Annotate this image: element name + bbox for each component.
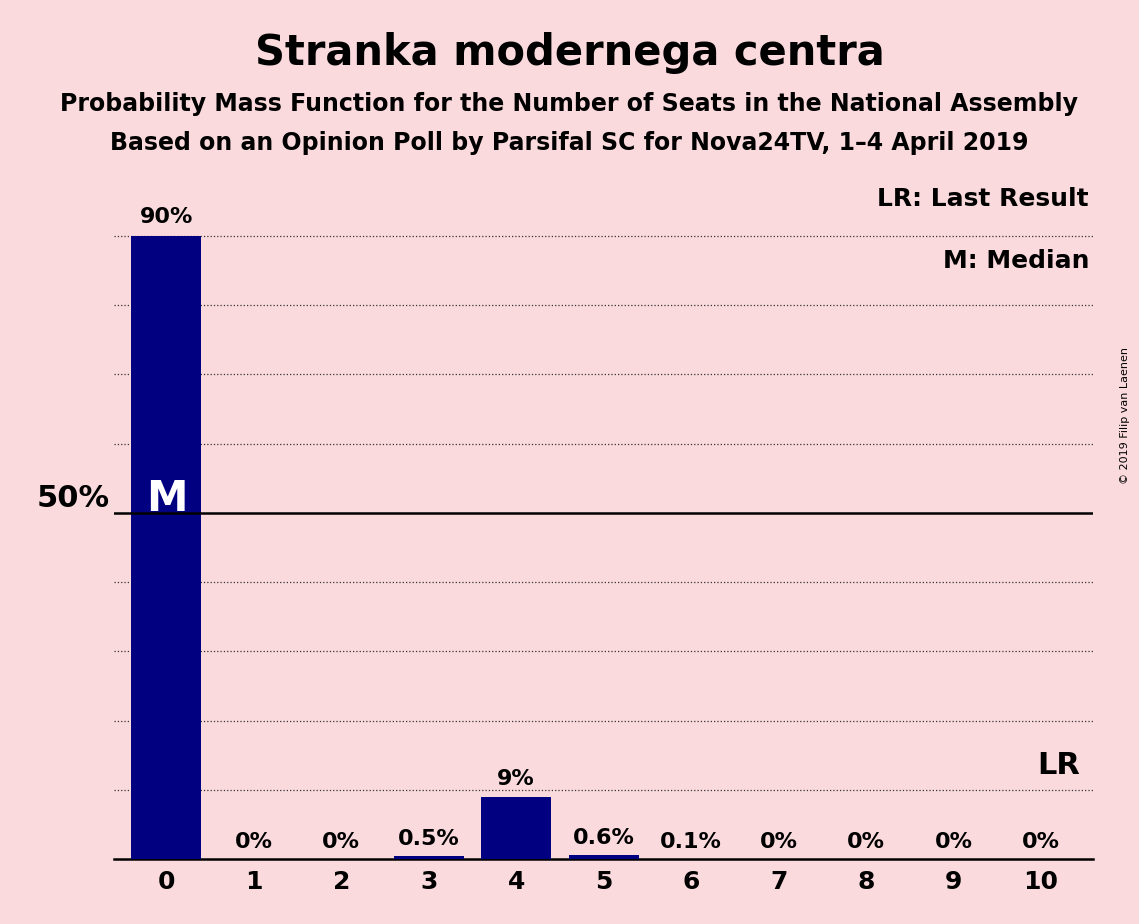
Text: 0%: 0% bbox=[322, 833, 360, 852]
Text: 0%: 0% bbox=[934, 833, 973, 852]
Text: Based on an Opinion Poll by Parsifal SC for Nova24TV, 1–4 April 2019: Based on an Opinion Poll by Parsifal SC … bbox=[110, 131, 1029, 155]
Text: 0%: 0% bbox=[1022, 833, 1060, 852]
Text: 0.5%: 0.5% bbox=[398, 829, 460, 849]
Bar bbox=[482, 796, 551, 859]
Text: 0%: 0% bbox=[847, 833, 885, 852]
Text: 50%: 50% bbox=[36, 484, 109, 513]
Text: LR: LR bbox=[1038, 750, 1080, 780]
Text: 0.6%: 0.6% bbox=[573, 828, 634, 848]
Bar bbox=[394, 856, 464, 859]
Text: 0.1%: 0.1% bbox=[661, 832, 722, 852]
Text: 90%: 90% bbox=[140, 207, 194, 227]
Text: © 2019 Filip van Laenen: © 2019 Filip van Laenen bbox=[1121, 347, 1130, 484]
Text: Stranka modernega centra: Stranka modernega centra bbox=[255, 32, 884, 74]
Text: Probability Mass Function for the Number of Seats in the National Assembly: Probability Mass Function for the Number… bbox=[60, 92, 1079, 116]
Text: 9%: 9% bbox=[498, 769, 535, 789]
Bar bbox=[568, 856, 639, 859]
Text: 0%: 0% bbox=[235, 833, 273, 852]
Text: 0%: 0% bbox=[760, 833, 797, 852]
Text: M: M bbox=[146, 478, 187, 520]
Text: LR: Last Result: LR: Last Result bbox=[877, 188, 1089, 211]
Text: M: Median: M: Median bbox=[943, 249, 1089, 274]
Bar bbox=[131, 236, 202, 859]
